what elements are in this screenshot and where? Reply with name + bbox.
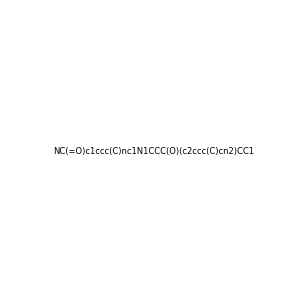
Text: NC(=O)c1ccc(C)nc1N1CCC(O)(c2ccc(C)cn2)CC1: NC(=O)c1ccc(C)nc1N1CCC(O)(c2ccc(C)cn2)CC… <box>53 147 254 156</box>
